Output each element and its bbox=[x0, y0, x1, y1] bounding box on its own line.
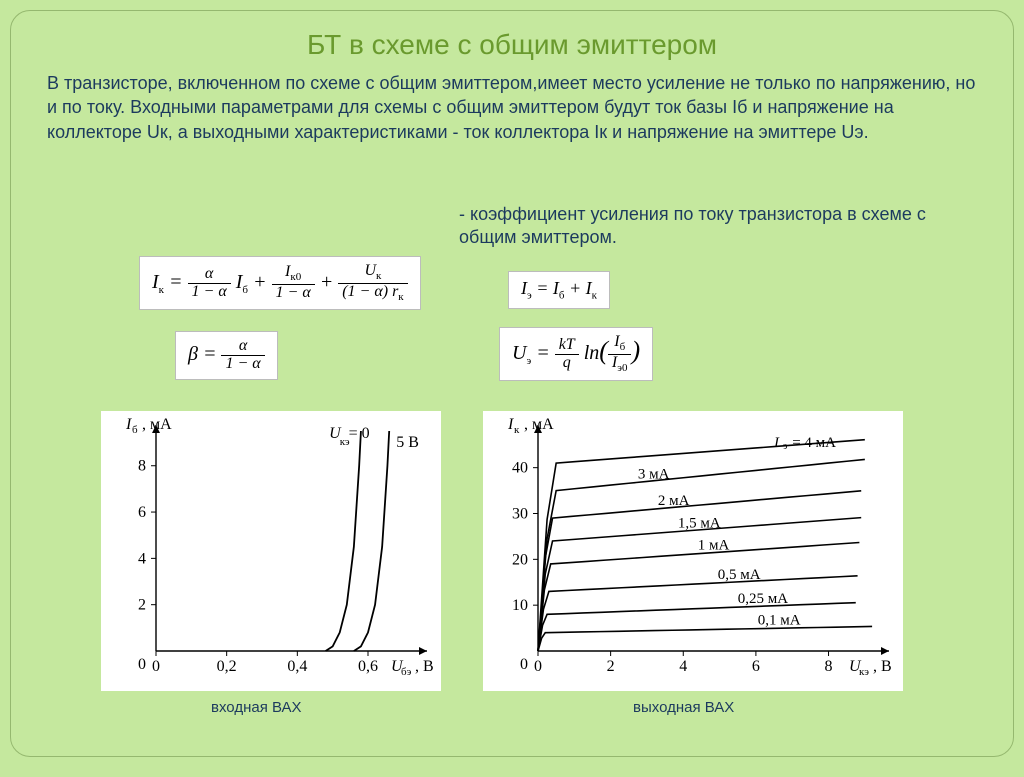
svg-text:0,4: 0,4 bbox=[287, 658, 307, 675]
svg-text:40: 40 bbox=[512, 460, 528, 477]
svg-text:, В: , В bbox=[873, 658, 892, 675]
svg-text:бэ: бэ bbox=[401, 666, 412, 678]
svg-text:0,1 мА: 0,1 мА bbox=[758, 613, 801, 629]
slide-title: БТ в схеме с общим эмиттером bbox=[47, 29, 977, 61]
input-characteristics-chart: 00,20,40,602468Iб, мАUбэ, ВUкэ = 05 В bbox=[101, 411, 441, 691]
svg-text:0: 0 bbox=[138, 656, 146, 673]
svg-text:10: 10 bbox=[512, 597, 528, 614]
svg-text:, В: , В bbox=[415, 658, 434, 675]
svg-text:0,5 мА: 0,5 мА bbox=[718, 567, 761, 583]
svg-text:0,6: 0,6 bbox=[358, 658, 378, 675]
svg-text:б: б bbox=[132, 424, 138, 436]
formula-ie: Iэ = Iб + Iк bbox=[508, 271, 610, 309]
svg-text:4: 4 bbox=[679, 658, 687, 675]
svg-text:1 мА: 1 мА bbox=[698, 538, 730, 554]
svg-text:1,5 мА: 1,5 мА bbox=[678, 516, 721, 532]
svg-text:I: I bbox=[125, 416, 132, 433]
left-chart-caption: входная ВАХ bbox=[211, 699, 302, 716]
svg-text:, мА: , мА bbox=[524, 416, 554, 433]
svg-text:I: I bbox=[773, 435, 780, 451]
svg-text:I: I bbox=[507, 416, 514, 433]
svg-text:э: э bbox=[783, 441, 787, 452]
svg-text:3 мА: 3 мА bbox=[638, 466, 670, 482]
svg-text:0,2: 0,2 bbox=[217, 658, 237, 675]
svg-text:6: 6 bbox=[752, 658, 760, 675]
svg-text:= 4 мА: = 4 мА bbox=[792, 435, 836, 451]
slide: БТ в схеме с общим эмиттером В транзисто… bbox=[10, 10, 1014, 757]
svg-text:8: 8 bbox=[825, 658, 833, 675]
svg-text:0: 0 bbox=[520, 656, 528, 673]
svg-text:к: к bbox=[514, 424, 520, 436]
svg-text:= 0: = 0 bbox=[349, 425, 370, 442]
svg-text:2 мА: 2 мА bbox=[658, 493, 690, 509]
svg-text:2: 2 bbox=[607, 658, 615, 675]
svg-text:2: 2 bbox=[138, 597, 146, 614]
formula-ik: Iк = α1 − α Iб + Iк01 − α + Uк(1 − α) rк bbox=[139, 256, 421, 310]
svg-text:0: 0 bbox=[152, 658, 160, 675]
svg-text:5 В: 5 В bbox=[396, 434, 419, 451]
body-paragraph: В транзисторе, включенном по схеме с общ… bbox=[47, 71, 977, 144]
output-characteristics-chart: 02468010203040Iк, мАUкэ, ВIэ = 4 мА3 мА2… bbox=[483, 411, 903, 691]
svg-text:4: 4 bbox=[138, 550, 146, 567]
svg-text:0,25 мА: 0,25 мА bbox=[738, 591, 788, 607]
svg-text:30: 30 bbox=[512, 506, 528, 523]
svg-text:20: 20 bbox=[512, 551, 528, 568]
formula-beta: β = α1 − α bbox=[175, 331, 278, 380]
svg-text:6: 6 bbox=[138, 504, 146, 521]
right-chart-caption: выходная ВАХ bbox=[633, 699, 734, 716]
svg-text:0: 0 bbox=[534, 658, 542, 675]
svg-text:8: 8 bbox=[138, 458, 146, 475]
formula-ue: Uэ = kTq ln(IбIэ0) bbox=[499, 327, 653, 381]
svg-text:кэ: кэ bbox=[859, 666, 869, 678]
coefficient-note: - коэффициент усиления по току транзисто… bbox=[459, 203, 979, 250]
svg-text:, мА: , мА bbox=[142, 416, 172, 433]
